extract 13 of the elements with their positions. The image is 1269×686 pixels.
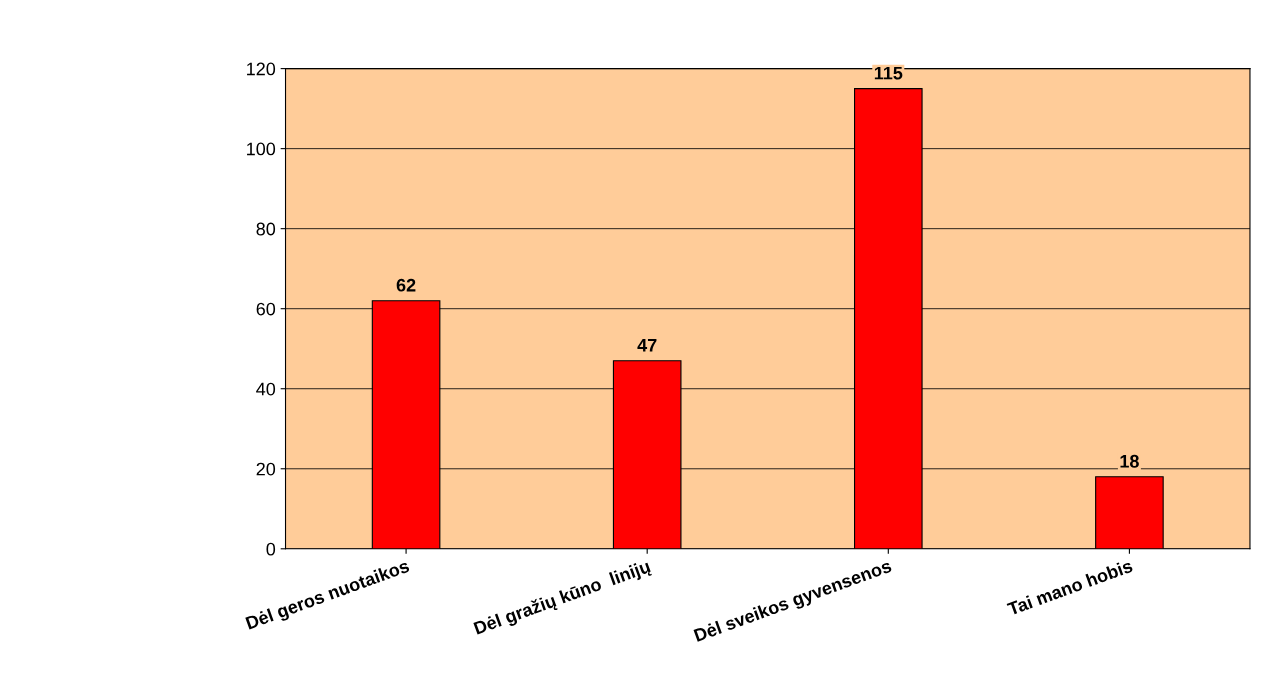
data-label: 18 [1120,454,1139,468]
y-tick-label: 40 [256,382,276,396]
y-tick-label: 0 [266,542,276,556]
data-label: 115 [874,66,903,80]
data-label: 62 [396,278,416,292]
y-tick-label: 80 [256,222,276,236]
x-tick-label: Dėl gražių kūno linijų [473,558,652,639]
y-tick-label: 60 [256,302,276,316]
y-tick-label: 100 [247,142,276,156]
data-label: 47 [637,339,657,352]
y-tick-label: 20 [256,462,276,476]
y-tick-label: 120 [247,62,276,76]
x-tick-label: Tai mano hobis [1006,558,1134,616]
